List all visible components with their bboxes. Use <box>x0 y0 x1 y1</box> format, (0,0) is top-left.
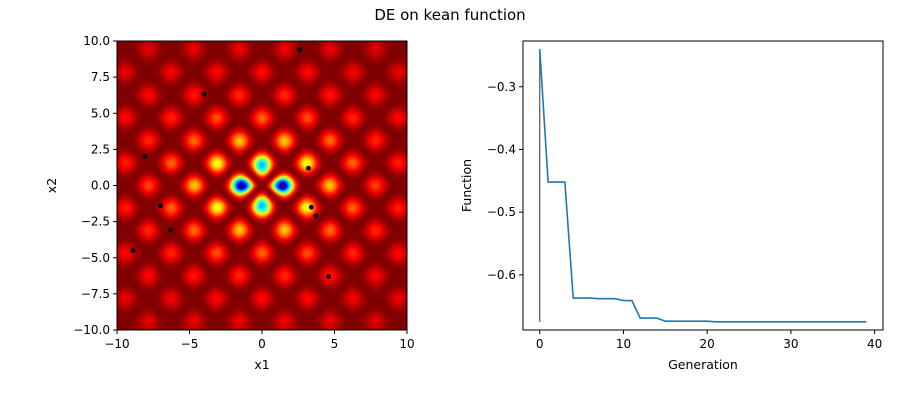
x-tick-label: 30 <box>783 337 798 351</box>
x-tick-label: 5 <box>331 337 339 351</box>
x-tick-label: 10 <box>399 337 414 351</box>
heatmap-y-ticks: −10.0 −7.5 −5.0 −2.5 0.0 2.5 5.0 7.5 10.0 <box>73 34 117 337</box>
y-tick-label: −5.0 <box>81 251 110 265</box>
y-tick-label: −0.4 <box>487 142 516 156</box>
line-y-ticks: −0.3 −0.4 −0.5 −0.6 <box>487 80 523 282</box>
heatmap-y-label: x2 <box>44 178 59 193</box>
line-y-label: Function <box>459 159 474 212</box>
x-tick-label: 40 <box>867 337 882 351</box>
x-tick-label: 0 <box>258 337 266 351</box>
population-point <box>306 165 311 171</box>
x-tick-label: 0 <box>536 337 544 351</box>
heatmap-x-label: x1 <box>254 357 269 372</box>
population-point <box>326 274 332 279</box>
population-point <box>142 154 147 160</box>
y-tick-label: 7.5 <box>91 70 110 84</box>
y-tick-label: −2.5 <box>81 215 110 229</box>
population-point <box>201 92 207 97</box>
line-axes-frame <box>522 40 884 331</box>
population-points <box>130 47 332 279</box>
y-tick-label: −7.5 <box>81 287 110 301</box>
convergence-panel: 0 10 20 30 40 −0.3 −0.4 −0.5 −0.6 Generation Fu… <box>459 40 884 372</box>
x-tick-label: 20 <box>700 337 715 351</box>
y-tick-label: −0.5 <box>487 205 516 219</box>
y-tick-label: −0.3 <box>487 80 516 94</box>
y-tick-label: 0.0 <box>91 179 110 193</box>
population-point <box>297 47 303 53</box>
y-tick-label: −0.6 <box>487 268 516 282</box>
x-tick-label: −10 <box>104 337 129 351</box>
figure-title: DE on kean function <box>374 6 525 24</box>
population-point <box>168 227 174 233</box>
population-point <box>308 204 314 210</box>
heatmap-panel: −10 −5 0 5 10 −10.0 −7.5 −5.0 −2.5 0.0 2.5 5.0 7.5 1… <box>44 34 415 372</box>
y-tick-label: 2.5 <box>91 142 110 156</box>
y-tick-label: 5.0 <box>91 106 110 120</box>
line-x-ticks: 0 10 20 30 40 <box>536 330 882 351</box>
y-tick-label: −10.0 <box>73 323 110 337</box>
population-point <box>130 248 136 253</box>
x-tick-label: 10 <box>616 337 631 351</box>
line-x-label: Generation <box>668 357 738 372</box>
heatmap-x-ticks: −10 −5 0 5 10 <box>104 330 415 351</box>
heatmap-raster <box>117 41 407 330</box>
series-line-best <box>538 49 867 323</box>
y-tick-label: 10.0 <box>83 34 110 48</box>
population-point <box>313 213 319 219</box>
population-point <box>158 203 163 209</box>
x-tick-label: −5 <box>181 337 199 351</box>
heatmap-image <box>117 41 407 330</box>
